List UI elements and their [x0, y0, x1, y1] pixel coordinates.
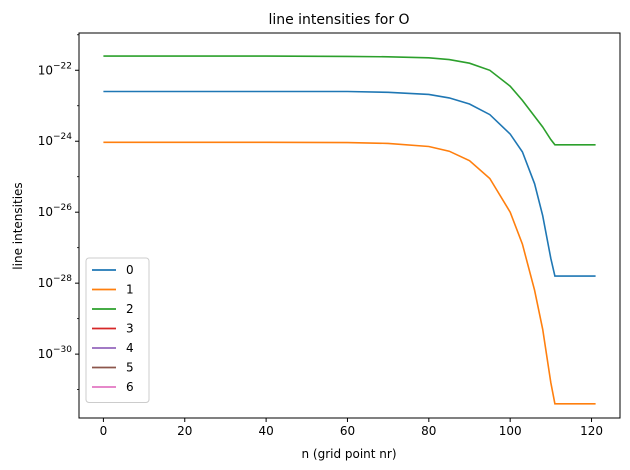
legend-label-2: 2 — [126, 302, 134, 316]
series-line-1 — [103, 141, 596, 405]
legend-box — [85, 257, 150, 403]
x-tick-label: 80 — [421, 424, 436, 438]
y-axis-label: line intensities — [11, 182, 25, 269]
legend-label-3: 3 — [126, 322, 134, 336]
x-tick-label: 20 — [177, 424, 192, 438]
x-tick-label: 0 — [100, 424, 108, 438]
legend-label-6: 6 — [126, 380, 134, 394]
series-line-0 — [103, 90, 596, 277]
legend-label-4: 4 — [126, 341, 134, 355]
x-axis-ticks: 0 20 40 60 80 100 120 — [100, 418, 603, 438]
x-tick-label: 120 — [580, 424, 603, 438]
series-line-2 — [103, 55, 596, 146]
x-axis-label: n (grid point nr) — [301, 447, 396, 461]
chart-title: line intensities for O — [268, 12, 409, 28]
x-tick-label: 60 — [340, 424, 355, 438]
legend-label-1: 1 — [126, 283, 134, 297]
x-tick-label: 40 — [258, 424, 273, 438]
x-tick-label: 100 — [499, 424, 522, 438]
axes-frame — [78, 32, 621, 419]
plot-lines — [103, 55, 596, 405]
legend: 0 1 2 3 4 5 6 — [85, 257, 150, 403]
legend-label-5: 5 — [126, 361, 134, 375]
legend-label-0: 0 — [126, 263, 134, 277]
